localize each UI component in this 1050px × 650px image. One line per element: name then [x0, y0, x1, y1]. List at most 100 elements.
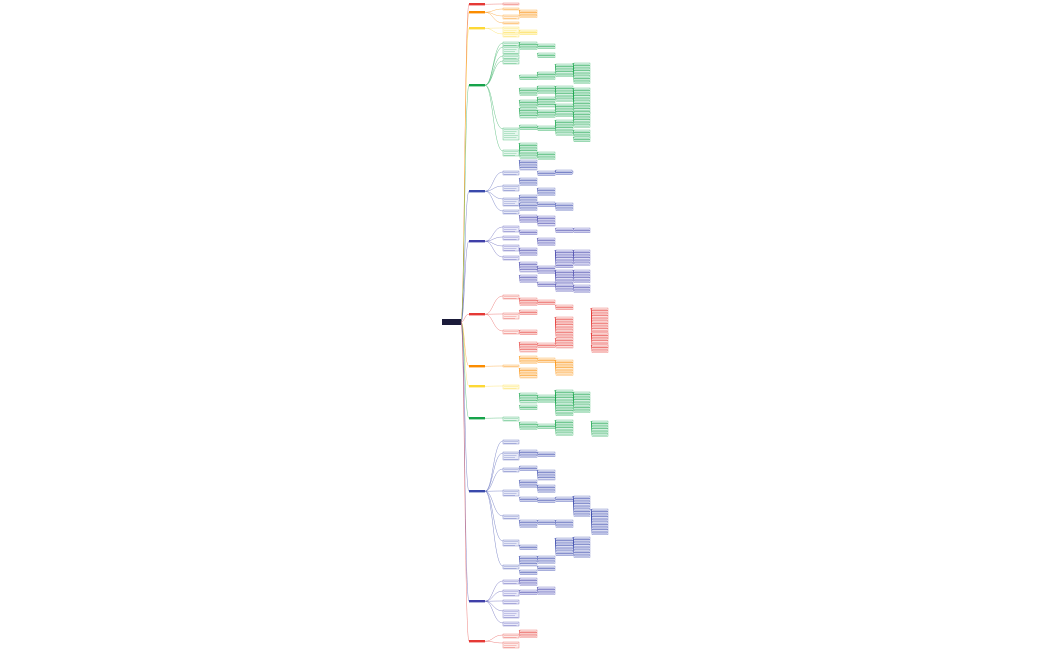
detail-node[interactable]	[537, 173, 556, 176]
detail-node[interactable]	[555, 132, 574, 136]
detail-node[interactable]	[573, 269, 591, 273]
detail-node[interactable]	[519, 482, 538, 485]
detail-node[interactable]	[573, 410, 591, 413]
detail-node[interactable]	[519, 300, 538, 303]
subtopic-node[interactable]	[502, 26, 520, 34]
subtopic-node[interactable]	[502, 2, 520, 6]
detail-node[interactable]	[573, 407, 591, 410]
detail-node[interactable]	[591, 347, 609, 350]
detail-node[interactable]	[573, 255, 591, 258]
detail-node[interactable]	[537, 284, 556, 287]
detail-node[interactable]	[519, 329, 538, 333]
detail-node[interactable]	[519, 569, 538, 573]
detail-node[interactable]	[555, 202, 574, 206]
detail-node[interactable]	[591, 521, 609, 525]
detail-node[interactable]	[573, 549, 591, 553]
detail-node[interactable]	[519, 367, 538, 371]
detail-node[interactable]	[555, 340, 574, 343]
detail-node[interactable]	[519, 229, 538, 233]
detail-node[interactable]	[555, 370, 574, 373]
detail-node[interactable]	[537, 151, 556, 155]
detail-node[interactable]	[537, 469, 556, 473]
detail-node[interactable]	[555, 283, 574, 287]
detail-node[interactable]	[537, 397, 556, 400]
detail-node[interactable]	[519, 455, 538, 458]
detail-node[interactable]	[555, 125, 574, 128]
detail-node[interactable]	[519, 145, 538, 148]
detail-node[interactable]	[537, 299, 556, 303]
detail-node[interactable]	[519, 47, 538, 50]
detail-node[interactable]	[555, 230, 574, 233]
subtopic-node[interactable]	[502, 609, 520, 619]
detail-node[interactable]	[519, 347, 538, 350]
detail-node[interactable]	[537, 52, 556, 56]
detail-node[interactable]	[573, 90, 591, 93]
detail-node[interactable]	[537, 128, 556, 131]
detail-node[interactable]	[555, 257, 574, 261]
detail-node[interactable]	[555, 119, 574, 123]
detail-node[interactable]	[573, 284, 591, 288]
detail-node[interactable]	[555, 227, 574, 231]
detail-node[interactable]	[519, 427, 538, 430]
subtopic-node[interactable]	[502, 514, 520, 520]
detail-node[interactable]	[537, 154, 556, 157]
detail-node[interactable]	[537, 561, 556, 564]
detail-node[interactable]	[519, 499, 538, 502]
detail-node[interactable]	[573, 260, 591, 263]
detail-node[interactable]	[573, 124, 591, 128]
detail-node[interactable]	[519, 280, 538, 283]
detail-node[interactable]	[555, 543, 574, 546]
detail-node[interactable]	[555, 262, 574, 266]
detail-node[interactable]	[555, 269, 574, 273]
detail-node[interactable]	[519, 424, 538, 427]
detail-node[interactable]	[537, 484, 556, 488]
detail-node[interactable]	[537, 115, 556, 118]
detail-node[interactable]	[573, 394, 591, 397]
detail-node[interactable]	[555, 98, 574, 102]
detail-node[interactable]	[519, 217, 538, 220]
detail-node[interactable]	[519, 148, 538, 151]
detail-node[interactable]	[555, 392, 574, 395]
detail-node[interactable]	[537, 454, 556, 457]
detail-node[interactable]	[519, 107, 538, 111]
detail-node[interactable]	[573, 119, 591, 123]
detail-node[interactable]	[537, 400, 556, 403]
detail-node[interactable]	[573, 129, 591, 133]
detail-node[interactable]	[555, 103, 574, 107]
detail-node[interactable]	[555, 400, 574, 403]
detail-node[interactable]	[519, 297, 538, 301]
detail-node[interactable]	[519, 277, 538, 280]
subtopic-node[interactable]	[502, 184, 520, 192]
detail-node[interactable]	[591, 338, 609, 341]
detail-node[interactable]	[519, 162, 538, 165]
detail-node[interactable]	[591, 519, 609, 522]
detail-node[interactable]	[573, 257, 591, 261]
subtopic-node[interactable]	[502, 21, 520, 25]
subtopic-node[interactable]	[502, 170, 520, 176]
detail-node[interactable]	[519, 102, 538, 105]
detail-node[interactable]	[519, 177, 538, 181]
detail-node[interactable]	[519, 232, 538, 235]
detail-node[interactable]	[555, 332, 574, 335]
detail-node[interactable]	[519, 90, 538, 93]
subtopic-node[interactable]	[502, 45, 520, 55]
detail-node[interactable]	[519, 555, 538, 559]
detail-node[interactable]	[573, 87, 591, 91]
detail-node[interactable]	[519, 29, 538, 33]
detail-node[interactable]	[519, 247, 538, 251]
detail-node[interactable]	[519, 577, 538, 581]
detail-node[interactable]	[573, 539, 591, 542]
detail-node[interactable]	[591, 323, 609, 326]
detail-node[interactable]	[573, 132, 591, 135]
subtopic-node[interactable]	[502, 225, 520, 233]
detail-node[interactable]	[555, 63, 574, 67]
detail-node[interactable]	[573, 249, 591, 253]
detail-node[interactable]	[573, 290, 591, 293]
detail-node[interactable]	[591, 335, 609, 338]
detail-node[interactable]	[555, 109, 574, 112]
subtopic-node[interactable]	[502, 54, 520, 60]
detail-node[interactable]	[537, 568, 556, 571]
detail-node[interactable]	[573, 136, 591, 140]
detail-node[interactable]	[537, 487, 556, 490]
detail-node[interactable]	[537, 71, 556, 75]
